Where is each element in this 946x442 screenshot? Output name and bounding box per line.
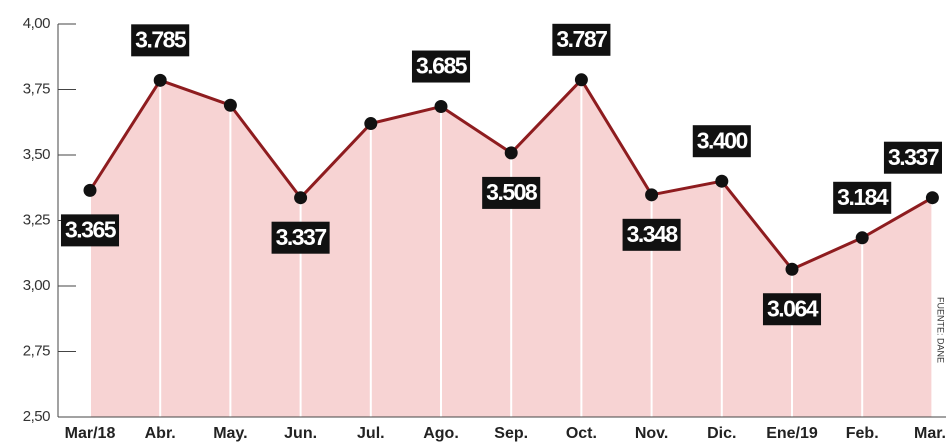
value-label: 3.365: [60, 214, 120, 247]
value-label: 3.348: [622, 218, 681, 251]
value-label: 3.184: [833, 181, 892, 214]
value-label-box: [833, 181, 892, 214]
value-label-text: 3.365: [65, 216, 117, 242]
value-label-text: 3.348: [627, 221, 679, 247]
x-tick-label: Mar.: [914, 425, 946, 442]
data-point: [925, 191, 939, 205]
value-label-text: 3.787: [556, 26, 607, 52]
value-label-text: 3.400: [697, 127, 748, 153]
x-tick-label: Mar/18: [65, 425, 116, 442]
data-point: [715, 174, 729, 188]
data-point: [364, 117, 378, 131]
data-point: [83, 183, 97, 197]
value-label-box: [692, 125, 751, 158]
area-layer: [89, 79, 934, 417]
data-point: [645, 188, 659, 202]
y-tick-label: 2,50: [23, 408, 50, 425]
value-label-box: [883, 141, 942, 174]
value-label-box: [482, 176, 541, 209]
value-label: 3.685: [411, 50, 471, 83]
x-tick-label: Nov.: [635, 425, 668, 442]
y-tick-label: 4,00: [23, 15, 50, 32]
value-label: 3.787: [552, 23, 611, 56]
y-tick-label: 3,75: [23, 80, 50, 97]
value-label-text: 3.685: [416, 53, 468, 79]
x-tick-label: May.: [213, 425, 247, 442]
data-point: [434, 100, 448, 114]
x-tick-label: Abr.: [145, 425, 176, 442]
x-tick-label: Ago.: [423, 425, 459, 442]
y-tick-label: 3,50: [23, 146, 50, 163]
x-tick-label: Feb.: [846, 425, 879, 442]
value-label-text: 3.337: [888, 144, 939, 170]
value-label-text: 3.184: [837, 184, 889, 210]
x-tick-label: Dic.: [707, 425, 736, 442]
y-tick-label: 3,00: [23, 277, 50, 294]
value-label-box: [271, 221, 330, 254]
y-tick-label: 2,75: [23, 342, 50, 359]
x-tick-label: Sep.: [494, 425, 528, 442]
value-label-box: [60, 214, 120, 247]
x-tick-label: Jul.: [357, 425, 385, 442]
data-point: [855, 231, 869, 245]
x-tick-label: Jun.: [284, 425, 317, 442]
value-label: 3.508: [482, 176, 541, 209]
value-label: 3.785: [131, 24, 190, 57]
value-label: 3.064: [762, 293, 822, 326]
value-label-text: 3.064: [767, 295, 819, 321]
source-note: FUENTE: DANE: [936, 297, 946, 363]
value-label-text: 3.508: [486, 179, 538, 205]
value-label-text: 3.337: [276, 224, 327, 250]
value-label: 3.400: [692, 125, 751, 158]
y-tick-label: 3,25: [23, 211, 50, 228]
value-label-box: [131, 24, 190, 57]
x-tick-label: Ene/19: [766, 425, 818, 442]
x-tick-label: Oct.: [566, 425, 597, 442]
value-label-box: [622, 218, 681, 251]
value-label-box: [762, 293, 822, 326]
data-point: [294, 191, 308, 205]
value-label-box: [552, 23, 611, 56]
data-point: [153, 73, 167, 87]
data-point: [223, 98, 237, 112]
value-label-text: 3.785: [135, 26, 187, 52]
data-point: [574, 73, 588, 87]
value-label: 3.337: [883, 141, 942, 174]
data-point: [785, 262, 799, 276]
value-label-box: [411, 50, 471, 83]
data-point: [504, 146, 518, 160]
value-label: 3.337: [271, 221, 330, 254]
